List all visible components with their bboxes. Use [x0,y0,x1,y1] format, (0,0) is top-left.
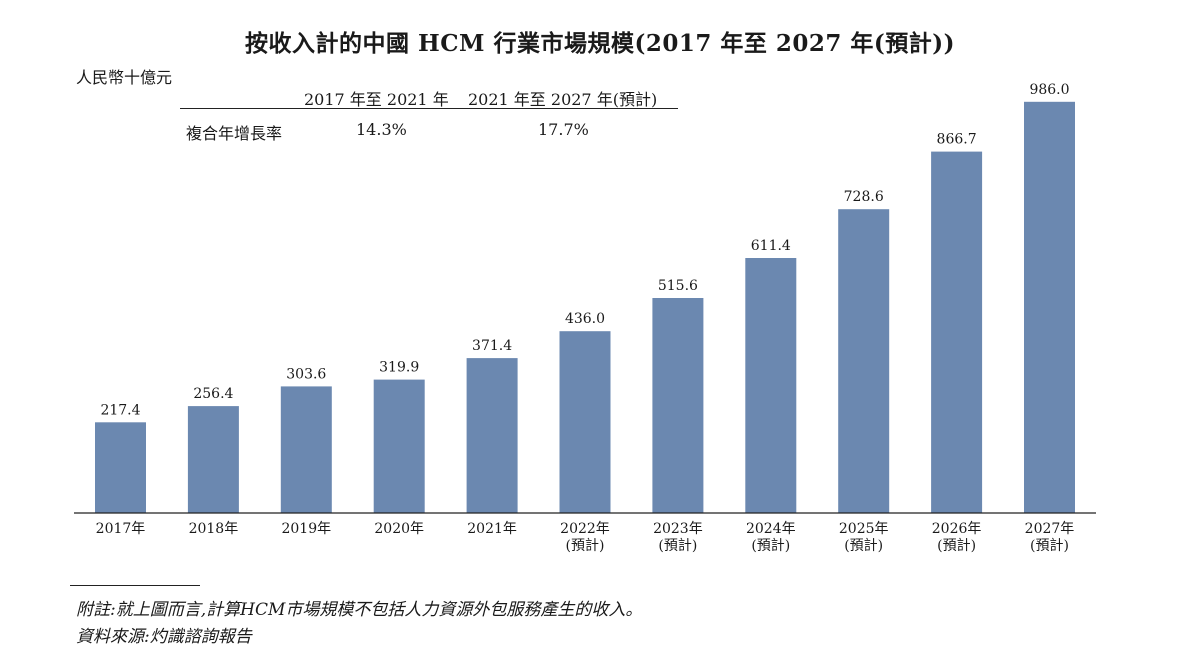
chart-source: 資料來源:灼識諮詢報告 [76,627,252,647]
data-label-3: 319.9 [379,360,419,376]
x-tick-label-5: 2022年 [560,521,610,537]
cagr-row-label: 複合年增長率 [186,124,283,143]
x-tick-label-4: 2021年 [467,521,517,537]
chart-title: 按收入計的中國 HCM 行業市場規模(2017 年至 2027 年(預計)) [244,30,956,57]
data-label-8: 728.6 [844,189,884,205]
data-label-10: 986.0 [1029,82,1069,98]
bar-1 [187,406,239,513]
x-tick-sublabel-10: (預計) [1030,538,1069,554]
x-tick-label-6: 2023年 [653,521,703,537]
data-label-4: 371.4 [472,338,512,354]
x-tick-label-9: 2026年 [932,521,982,537]
bar-5 [559,331,611,513]
x-tick-sublabel-6: (預計) [658,538,697,554]
note-divider [70,585,200,586]
bar-0 [95,422,146,513]
x-tick-sublabel-5: (預計) [566,538,605,554]
data-label-1: 256.4 [193,386,233,402]
bar-2 [280,386,332,513]
bar-4 [466,358,518,513]
cagr-table-rule [180,108,678,109]
x-tick-label-7: 2024年 [746,521,796,537]
bar-7 [745,258,797,513]
data-label-2: 303.6 [286,366,326,382]
x-tick-sublabel-7: (預計) [751,538,790,554]
bar-6 [652,298,704,513]
x-tick-label-2: 2019年 [281,521,331,537]
data-label-0: 217.4 [100,402,140,418]
bar-8 [838,209,890,513]
x-tick-label-3: 2020年 [374,521,424,537]
x-tick-label-10: 2027年 [1025,521,1075,537]
cagr-table: 2017 年至 2021 年 2021 年至 2027 年(預計) 複合年增長率… [180,82,678,143]
cagr-value-2017-2021: 14.3% [356,120,407,139]
data-label-9: 866.7 [937,132,977,148]
bar-10 [1024,101,1075,514]
x-tick-label-8: 2025年 [839,521,889,537]
cagr-header-2017-2021: 2017 年至 2021 年 [304,90,449,109]
data-label-6: 515.6 [658,278,698,294]
y-axis-unit-label: 人民幣十億元 [76,68,173,87]
bar-9 [931,151,983,513]
cagr-value-2021-2027: 17.7% [538,120,589,139]
x-tick-label-1: 2018年 [189,521,239,537]
x-tick-sublabel-8: (預計) [844,538,883,554]
chart-note: 附註:就上圖而言,計算HCM市場規模不包括人力資源外包服務產生的收入。 [76,600,643,620]
bar-3 [373,379,425,513]
data-label-5: 436.0 [565,311,605,327]
cagr-header-2021-2027: 2021 年至 2027 年(預計) [468,90,658,109]
data-label-7: 611.4 [751,238,791,254]
x-tick-sublabel-9: (預計) [937,538,976,554]
x-tick-label-0: 2017年 [96,521,146,537]
